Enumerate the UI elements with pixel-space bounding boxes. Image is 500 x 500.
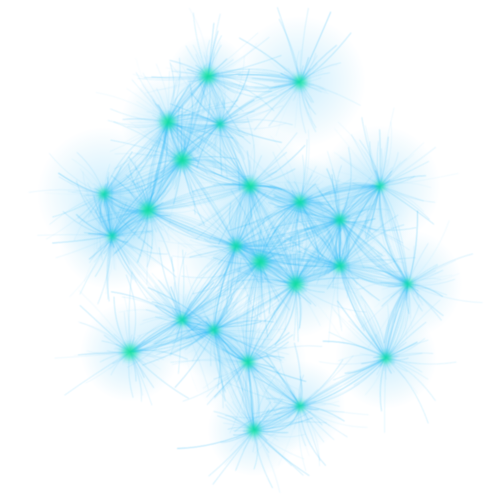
edge-filament: [379, 185, 409, 285]
edge-filament: [379, 185, 409, 285]
hub-node: [213, 117, 227, 131]
edge-filament: [111, 235, 183, 321]
edge-strand: [407, 283, 483, 303]
edge-filament: [299, 357, 387, 407]
edge-filament: [339, 265, 387, 359]
hub-node: [400, 276, 416, 292]
edge-strand: [82, 171, 113, 237]
edge-filament: [103, 121, 169, 195]
edge-filament: [299, 182, 381, 203]
edge-filament: [167, 121, 251, 187]
hub-layer: [96, 64, 416, 440]
edge-filament: [235, 219, 341, 247]
edge-strand: [407, 253, 474, 285]
edge-filament: [219, 81, 301, 125]
edge-filament: [213, 329, 255, 431]
hub-node: [196, 64, 220, 88]
hub-node: [244, 420, 264, 440]
edge-filament: [213, 329, 255, 431]
edge-filament: [339, 219, 409, 285]
edge-filament: [213, 245, 237, 331]
hub-node: [96, 186, 112, 202]
hub-node: [290, 192, 310, 212]
hub-node: [372, 178, 388, 194]
edge-filament: [111, 235, 183, 321]
hub-node: [105, 229, 119, 243]
edge-filament: [379, 185, 409, 285]
hub-node: [331, 211, 349, 229]
edge-filament: [299, 357, 387, 407]
hub-node: [173, 311, 191, 329]
edge-filament: [181, 245, 237, 321]
hub-node: [330, 256, 350, 276]
hub-node: [238, 352, 258, 372]
hub-node: [156, 110, 180, 134]
hub-node: [227, 237, 245, 255]
edge-filament: [213, 329, 255, 431]
hub-node: [248, 250, 272, 274]
edge-filament: [379, 185, 409, 285]
hub-node: [284, 272, 308, 296]
hub-node: [290, 72, 310, 92]
hub-node: [377, 349, 395, 367]
hub-node: [292, 398, 308, 414]
edge-strand: [111, 235, 177, 278]
edge-filament: [339, 265, 387, 359]
hub-node: [239, 175, 261, 197]
edge-filament: [339, 219, 409, 285]
edge-strand: [195, 53, 221, 125]
edge-filament: [181, 261, 261, 321]
edge-filament: [339, 265, 387, 359]
edge-filament: [111, 159, 183, 237]
edge-filament: [111, 235, 183, 321]
edge-filament: [339, 219, 409, 285]
edge-filament: [339, 265, 387, 359]
edge-filament: [235, 219, 341, 247]
hub-node: [136, 198, 160, 222]
edge-filament: [339, 219, 409, 285]
edge-filament: [103, 121, 169, 195]
edge-filament: [181, 245, 237, 321]
hub-node: [170, 148, 194, 172]
hub-node: [118, 340, 142, 364]
edge-filament: [219, 81, 301, 125]
edge-filament: [181, 245, 237, 321]
edge-filament: [111, 235, 183, 321]
edge-filament: [339, 265, 387, 359]
edge-filament: [379, 185, 409, 285]
edge-strand: [79, 235, 113, 295]
edge-filament: [181, 261, 261, 321]
hub-node: [205, 321, 223, 339]
